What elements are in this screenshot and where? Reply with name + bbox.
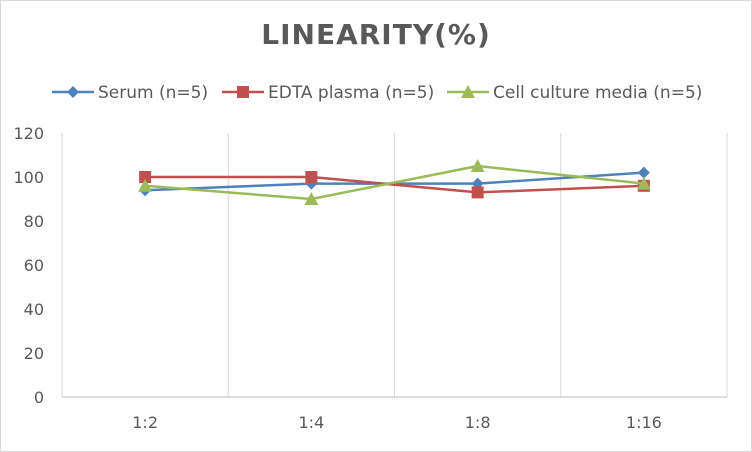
legend-item-cell-culture-media: Cell culture media (n=5) xyxy=(447,83,702,103)
chart-title: LINEARITY(%) xyxy=(261,18,491,51)
tick-labels: 0 20 40 60 80 100 120 1:2 1:4 1:8 1:16 xyxy=(13,124,661,432)
x-tick-label: 1:8 xyxy=(465,413,491,432)
data-point-cell-culture-media xyxy=(138,178,153,192)
gridlines xyxy=(227,133,728,397)
data-series xyxy=(138,159,651,205)
y-tick-label: 100 xyxy=(13,168,44,187)
y-tick-label: 20 xyxy=(24,344,44,363)
legend-marker-edta-plasma xyxy=(237,86,249,98)
x-tick-label: 1:4 xyxy=(299,413,325,432)
data-point-edta-plasma xyxy=(305,171,318,183)
data-point-serum xyxy=(637,166,650,179)
data-point-cell-culture-media xyxy=(470,159,485,172)
data-point-cell-culture-media xyxy=(304,192,319,205)
series-line-cell-culture-media xyxy=(145,164,645,201)
data-point-edta-plasma xyxy=(139,171,152,183)
legend: Serum (n=5) EDTA plasma (n=5) Cell cultu… xyxy=(52,83,702,103)
y-tick-label: 0 xyxy=(34,388,44,407)
legend-label-edta-plasma: EDTA plasma (n=5) xyxy=(268,83,434,103)
legend-item-serum: Serum (n=5) xyxy=(52,83,208,103)
x-tick-label: 1:16 xyxy=(626,413,662,432)
legend-label-cell-culture-media: Cell culture media (n=5) xyxy=(493,83,702,103)
data-point-edta-plasma xyxy=(471,186,484,199)
legend-item-edta-plasma: EDTA plasma (n=5) xyxy=(222,83,434,103)
y-tick-label: 60 xyxy=(24,256,44,275)
y-tick-label: 80 xyxy=(24,212,44,231)
y-tick-label: 40 xyxy=(24,300,44,319)
axes xyxy=(61,133,727,398)
y-tick-label: 120 xyxy=(13,124,44,143)
series-line-edta-plasma xyxy=(145,175,644,194)
legend-marker-serum xyxy=(67,86,79,98)
legend-marker-cell-culture-media xyxy=(461,85,475,98)
x-tick-label: 1:2 xyxy=(132,413,158,432)
legend-label-serum: Serum (n=5) xyxy=(98,83,208,103)
data-point-cell-culture-media xyxy=(636,176,651,190)
